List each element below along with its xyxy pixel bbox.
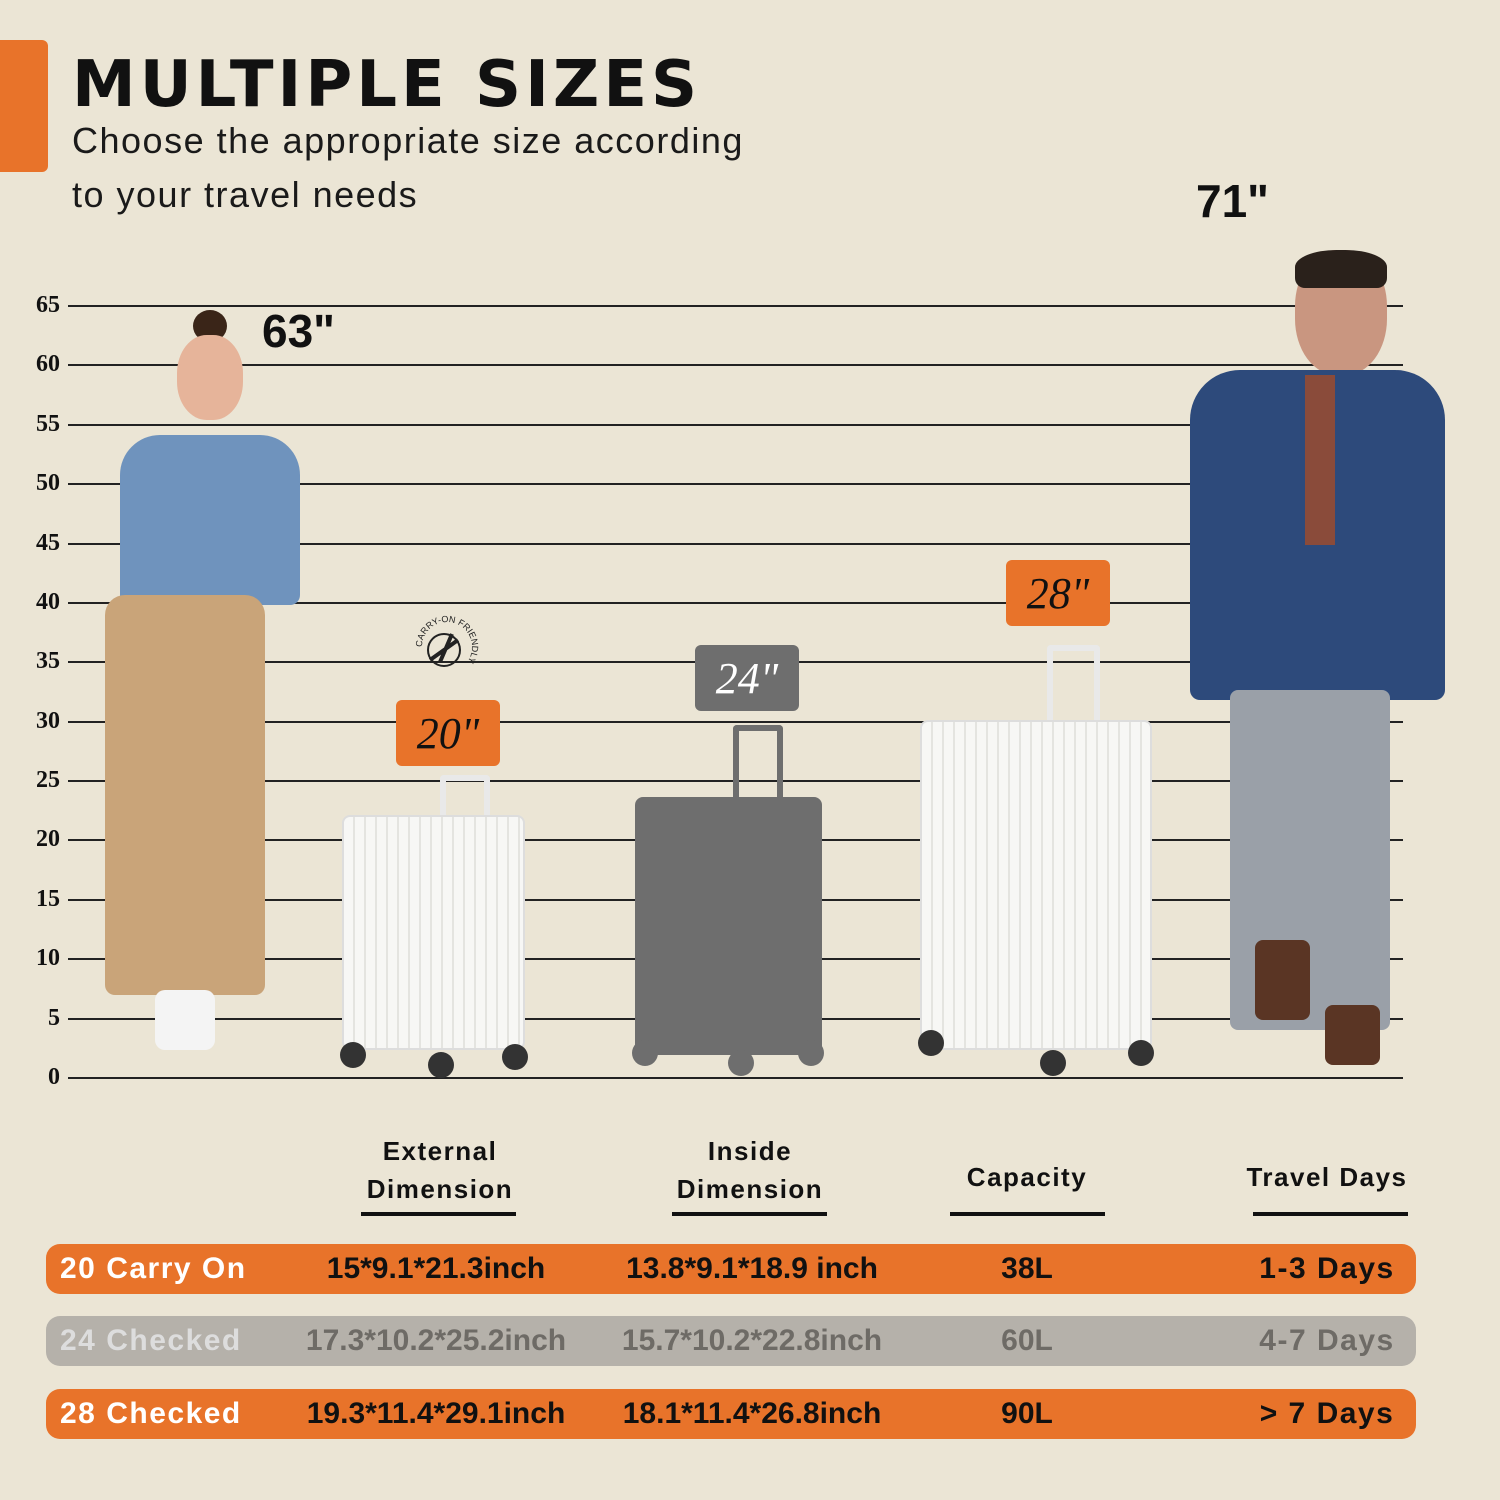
- cell-inside: 18.1*11.4*26.8inch: [622, 1397, 882, 1430]
- cell-capacity: 60L: [1001, 1324, 1053, 1357]
- scale-tick-label: 50: [36, 470, 60, 497]
- accent-bar: [0, 40, 48, 172]
- row-name: 20 Carry On: [60, 1252, 247, 1285]
- gridline: [68, 483, 1403, 486]
- size-badge-28: 28": [1006, 560, 1110, 626]
- woman-height-label: 63": [262, 305, 335, 357]
- cell-external: 15*9.1*21.3inch: [326, 1252, 546, 1285]
- cell-inside: 15.7*10.2*22.8inch: [621, 1324, 883, 1357]
- wheel: [1040, 1050, 1066, 1076]
- cell-external: 19.3*11.4*29.1inch: [306, 1397, 566, 1430]
- row-name: 24 Checked: [60, 1324, 242, 1357]
- page-title: MULTIPLE SIZES: [72, 48, 702, 122]
- scale-tick-label: 45: [36, 529, 60, 556]
- table-row: 24 Checked 17.3*10.2*25.2inch 15.7*10.2*22…: [46, 1316, 1416, 1366]
- cell-capacity: 90L: [1001, 1397, 1053, 1430]
- woman-figure: [95, 310, 305, 1070]
- subtitle-line-1: Choose the appropriate size according: [72, 120, 744, 161]
- gridline: [68, 305, 1403, 307]
- scale-tick-label: 5: [48, 1004, 60, 1031]
- gridline: [68, 601, 1403, 604]
- wheel: [502, 1044, 528, 1070]
- header-external-dimension: External Dimension: [366, 1136, 514, 1204]
- wheel: [798, 1040, 824, 1066]
- scale-tick-label: 30: [36, 707, 60, 734]
- suitcase-24: [635, 797, 822, 1055]
- scale-tick-label: 20: [36, 826, 60, 853]
- suitcase-20-handle: [440, 775, 490, 817]
- gridline: [68, 364, 1403, 367]
- header-capacity: Capacity: [966, 1162, 1088, 1192]
- scale-tick-label: 35: [36, 648, 60, 675]
- stamp-text: CARRY-ON FRIENDLY: [414, 614, 480, 666]
- subtitle-line-2: to your travel needs: [72, 174, 419, 215]
- gridline: [68, 542, 1403, 545]
- cell-days: 1-3 Days: [1259, 1252, 1395, 1285]
- scale-tick-label: 40: [36, 588, 60, 615]
- suitcase-28: [920, 720, 1152, 1050]
- cell-days: > 7 Days: [1259, 1397, 1395, 1430]
- header-underline: [361, 1212, 516, 1216]
- cell-capacity: 38L: [1001, 1252, 1053, 1285]
- svg-text:CARRY-ON FRIENDLY: CARRY-ON FRIENDLY: [414, 614, 480, 666]
- scale-tick-label: 25: [36, 767, 60, 794]
- header-inside-dimension: Inside Dimension: [676, 1136, 824, 1204]
- carry-on-friendly-stamp: CARRY-ON FRIENDLY: [412, 612, 482, 682]
- scale-tick-label: 65: [36, 292, 60, 318]
- scale-tick-label: 0: [48, 1064, 60, 1090]
- wheel: [918, 1030, 944, 1056]
- cell-external: 17.3*10.2*25.2inch: [305, 1324, 567, 1357]
- suitcase-28-handle: [1047, 645, 1100, 722]
- suitcase-20: [342, 815, 525, 1050]
- scale-tick-label: 60: [36, 351, 60, 378]
- header-underline: [672, 1212, 827, 1216]
- man-height-label: 71": [1196, 175, 1269, 227]
- scale-tick-label: 10: [36, 945, 60, 972]
- man-figure: [1185, 250, 1450, 1070]
- gridline: [68, 1077, 1403, 1079]
- row-name: 28 Checked: [60, 1397, 242, 1430]
- scale-tick-label: 55: [36, 410, 60, 437]
- header-underline: [950, 1212, 1105, 1216]
- suitcase-24-handle: [733, 725, 783, 799]
- header-travel-days: Travel Days: [1246, 1162, 1408, 1192]
- header-underline: [1253, 1212, 1408, 1216]
- gridline: [68, 720, 1403, 723]
- scale-tick-label: 15: [36, 885, 60, 912]
- wheel: [632, 1040, 658, 1066]
- wheel: [428, 1052, 454, 1078]
- size-badge-20: 20": [396, 700, 500, 766]
- cell-inside: 13.8*9.1*18.9 inch: [626, 1252, 878, 1285]
- size-badge-24: 24": [695, 645, 799, 711]
- gridline: [68, 423, 1403, 426]
- wheel: [728, 1050, 754, 1076]
- table-row: 20 Carry On 15*9.1*21.3inch 13.8*9.1*18.9 …: [46, 1244, 1416, 1294]
- wheel: [340, 1042, 366, 1068]
- wheel: [1128, 1040, 1154, 1066]
- table-row: 28 Checked 19.3*11.4*29.1inch 18.1*11.4*26…: [46, 1389, 1416, 1439]
- cell-days: 4-7 Days: [1259, 1324, 1395, 1357]
